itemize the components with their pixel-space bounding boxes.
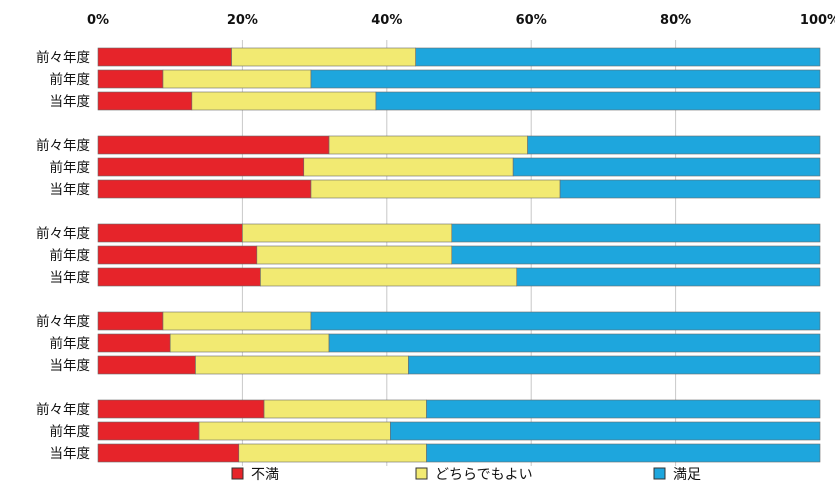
bar-segment <box>97 179 312 199</box>
x-tick-label: 0% <box>87 13 109 28</box>
bar-segment <box>238 443 427 463</box>
category-label: 当年度 <box>50 94 91 110</box>
bar-segment <box>97 223 243 243</box>
bar-segment <box>451 223 821 243</box>
bar-segment <box>310 69 821 89</box>
x-axis-ticks: 0% 20% 40% 60% 80% 100% <box>87 13 835 28</box>
legend-swatch <box>231 467 244 480</box>
category-label: 前年度 <box>50 335 91 352</box>
bar-segment <box>527 135 821 155</box>
x-tick-label: 100% <box>800 13 835 28</box>
category-label: 前々年度 <box>36 137 90 154</box>
bar-segment <box>97 91 193 111</box>
category-label: 前々年度 <box>36 401 90 418</box>
bar-segment <box>198 421 391 441</box>
bar-segment <box>426 443 821 463</box>
bar-segment <box>169 333 330 353</box>
category-label: 前年度 <box>50 159 91 176</box>
legend: 不満 どちらでもよい 満足 <box>231 467 701 483</box>
legend-label: どちらでもよい <box>435 467 533 483</box>
bar-segment <box>162 69 312 89</box>
bar-segment <box>97 421 200 441</box>
bar-segment <box>559 179 821 199</box>
bar-segment <box>97 69 164 89</box>
x-tick-label: 20% <box>227 13 258 28</box>
x-tick-label: 80% <box>660 13 691 28</box>
bar-segment <box>328 333 821 353</box>
category-label: 前々年度 <box>36 313 90 330</box>
bar-segment <box>162 311 312 331</box>
bar-segment <box>97 443 240 463</box>
bar-segment <box>191 91 377 111</box>
bars <box>97 47 821 463</box>
bar-segment <box>242 223 453 243</box>
bar-segment <box>390 421 821 441</box>
category-labels: 前々年度前年度当年度前々年度前年度当年度前々年度前年度当年度前々年度前年度当年度… <box>36 49 90 462</box>
bar-segment <box>97 333 171 353</box>
legend-label: 不満 <box>251 467 279 483</box>
category-label: 当年度 <box>50 358 91 374</box>
legend-swatch <box>415 467 428 480</box>
bar-segment <box>303 157 514 177</box>
bar-segment <box>328 135 528 155</box>
bar-segment <box>97 399 265 419</box>
bar-segment <box>97 245 258 265</box>
bar-segment <box>512 157 821 177</box>
category-label: 当年度 <box>50 446 91 462</box>
bar-segment <box>97 157 305 177</box>
bar-segment <box>375 91 821 111</box>
category-label: 前々年度 <box>36 49 90 66</box>
bar-segment <box>408 355 821 375</box>
category-label: 当年度 <box>50 182 91 198</box>
bar-segment <box>231 47 416 67</box>
category-label: 前年度 <box>50 247 91 264</box>
bar-segment <box>263 399 427 419</box>
legend-label: 満足 <box>673 467 701 483</box>
bar-segment <box>97 47 232 67</box>
bar-segment <box>97 355 196 375</box>
bar-segment <box>516 267 821 287</box>
bar-segment <box>426 399 821 419</box>
bar-segment <box>310 179 561 199</box>
category-label: 前々年度 <box>36 225 90 242</box>
category-label: 前年度 <box>50 423 91 440</box>
bar-segment <box>256 245 453 265</box>
legend-swatch <box>653 467 666 480</box>
bar-segment <box>415 47 821 67</box>
bar-segment <box>97 267 261 287</box>
bar-segment <box>97 311 164 331</box>
category-label: 当年度 <box>50 270 91 286</box>
x-tick-label: 60% <box>516 13 547 28</box>
bar-segment <box>97 135 330 155</box>
bar-segment <box>451 245 821 265</box>
category-label: 前年度 <box>50 71 91 88</box>
x-tick-label: 40% <box>371 13 402 28</box>
bar-segment <box>195 355 409 375</box>
bar-segment <box>260 267 518 287</box>
bar-segment <box>310 311 821 331</box>
